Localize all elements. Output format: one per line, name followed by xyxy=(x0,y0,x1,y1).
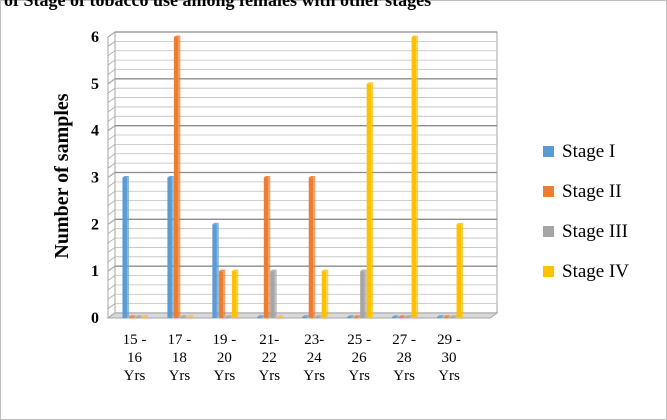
gridline-depth xyxy=(107,78,116,85)
y-tick-label: 0 xyxy=(91,310,99,327)
x-category-label: 25 -26 Yrs xyxy=(347,332,371,384)
bar xyxy=(456,222,464,318)
bar xyxy=(450,315,457,318)
bar xyxy=(443,315,451,318)
gridline-depth xyxy=(107,265,116,272)
y-tick-label: 5 xyxy=(91,76,99,93)
legend-swatch xyxy=(543,266,554,277)
gridlines xyxy=(107,31,498,319)
bar xyxy=(411,35,419,318)
bar xyxy=(392,315,399,318)
gridline-depth xyxy=(107,303,116,309)
x-category-label: 17 -18 Yrs xyxy=(168,332,192,384)
chart-title: of Stage of tobacco use among females wi… xyxy=(4,0,431,10)
gridline-depth xyxy=(107,247,116,253)
bars xyxy=(122,35,464,318)
gridline-depth xyxy=(107,200,116,206)
gridline-depth xyxy=(107,144,116,150)
bar xyxy=(218,269,226,318)
gridline-depth xyxy=(107,50,116,57)
gridline-depth xyxy=(107,97,116,103)
x-category-labels: 15 -16 Yrs 17 -18 Yrs 19 -20 Yrs 21-22 Yrs 23-24… xyxy=(123,332,461,384)
gridline-depth xyxy=(107,256,116,263)
x-category-label: 15 -16 Yrs xyxy=(123,332,147,384)
gridline-depth xyxy=(107,153,116,160)
x-category-label: 27 -28 Yrs xyxy=(392,332,416,384)
legend-swatch xyxy=(543,186,554,197)
y-tick-label: 6 xyxy=(91,29,99,46)
bar xyxy=(257,315,264,318)
gridline-depth xyxy=(107,172,116,178)
bar xyxy=(212,222,219,318)
y-tick-labels: 0 1 2 3 4 5 6 xyxy=(91,29,99,327)
x-category-label: 21-22 Yrs xyxy=(258,332,280,384)
legend: Stage I Stage II Stage III Stage IV xyxy=(543,141,629,282)
legend-item: Stage II xyxy=(543,181,622,202)
gridline-depth xyxy=(107,59,116,66)
gridline-depth xyxy=(107,284,116,291)
gridline-depth xyxy=(107,87,116,94)
gridline-depth xyxy=(107,115,116,122)
legend-item: Stage III xyxy=(543,221,628,242)
y-tick-label: 1 xyxy=(91,263,99,280)
bar xyxy=(398,315,406,318)
legend-label: Stage III xyxy=(562,221,628,242)
gridline-depth xyxy=(107,125,116,132)
bar xyxy=(225,315,232,318)
y-tick-label: 2 xyxy=(91,216,99,233)
bar xyxy=(308,176,316,318)
bar xyxy=(180,315,187,318)
x-category-label: 19 -20 Yrs xyxy=(212,332,236,384)
gridline-depth xyxy=(107,181,116,188)
bar xyxy=(263,176,271,318)
bar xyxy=(128,315,136,318)
gridline-depth xyxy=(107,106,116,113)
bar xyxy=(135,315,142,318)
gridline-depth xyxy=(107,275,116,281)
bar xyxy=(122,176,129,318)
gridline-depth xyxy=(107,209,116,216)
gridline-depth xyxy=(107,69,116,75)
gridline-depth xyxy=(107,41,116,47)
bar xyxy=(302,315,309,318)
bar xyxy=(276,315,284,318)
gridline-depth xyxy=(107,237,116,244)
legend-item: Stage IV xyxy=(543,261,629,282)
x-category-label: 29 -30 Yrs xyxy=(437,332,461,384)
gridline-depth xyxy=(107,293,116,300)
bar xyxy=(366,82,374,318)
gridline-depth xyxy=(107,134,116,141)
gridline-depth xyxy=(107,31,116,38)
y-axis-label: Number of samples xyxy=(51,93,73,258)
bar xyxy=(270,269,277,318)
bar xyxy=(353,315,361,318)
y-tick-label: 3 xyxy=(91,170,99,187)
bar xyxy=(167,176,174,318)
gridline-depth xyxy=(107,190,116,197)
bar xyxy=(360,269,367,318)
y-tick-label: 4 xyxy=(91,123,99,140)
gridline-depth xyxy=(107,228,116,235)
bar xyxy=(347,315,354,318)
legend-item: Stage I xyxy=(543,141,615,162)
legend-swatch xyxy=(543,146,554,157)
legend-label: Stage I xyxy=(562,141,615,162)
legend-label: Stage II xyxy=(562,181,622,202)
bar xyxy=(321,269,329,318)
bar xyxy=(405,315,412,318)
bar xyxy=(231,269,239,318)
x-category-label: 23-24 Yrs xyxy=(303,332,325,384)
bar xyxy=(315,315,322,318)
bar xyxy=(141,315,149,318)
gridline-depth xyxy=(107,218,116,225)
bar xyxy=(173,35,181,318)
legend-label: Stage IV xyxy=(562,261,629,282)
bar xyxy=(437,315,444,318)
legend-swatch xyxy=(543,226,554,237)
gridline-depth xyxy=(107,162,116,169)
bar xyxy=(186,315,194,318)
